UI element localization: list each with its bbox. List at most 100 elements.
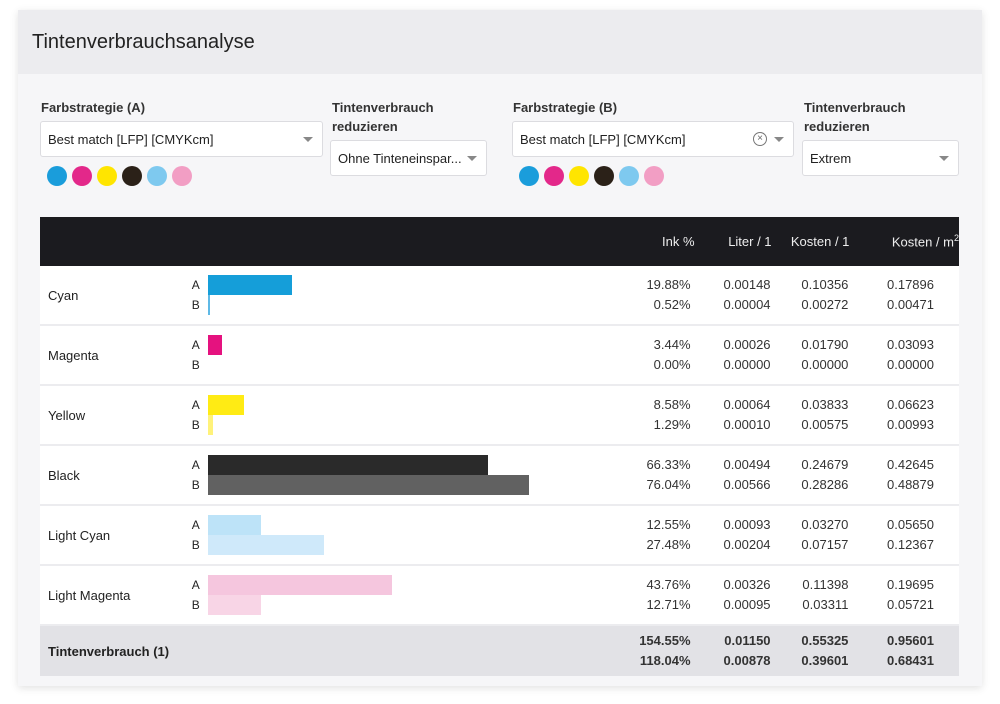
total-ink-pct-a: 154.55% (639, 633, 691, 648)
ink-pct-cell: 3.44% 0.00% (622, 325, 695, 386)
ink-pct-a: 12.55% (646, 517, 691, 532)
ink-pct-cell: 12.55% 27.48% (622, 505, 695, 566)
kosten-cell: 0.10356 0.00272 (771, 266, 850, 326)
label-b: B (191, 478, 200, 492)
ink-pct-cell: 8.58% 1.29% (622, 385, 695, 446)
label-a: A (191, 278, 200, 292)
chevron-down-icon (939, 156, 949, 161)
reduce-a-value: Ohne Tinteneinspar... (338, 150, 462, 166)
liter-cell: 0.00093 0.00204 (694, 505, 772, 566)
ink-pct-cell: 43.76% 12.71% (622, 565, 695, 626)
reduce-b-label-line2: reduzieren (804, 119, 870, 134)
table-row: Light Magenta A B 43.76% 12.71% 0.00326 … (40, 565, 959, 626)
ab-labels: A B (167, 325, 200, 386)
kosten-m2-cell: 0.42645 0.48879 (849, 445, 959, 506)
kosten-m2-cell: 0.17896 0.00471 (849, 266, 959, 326)
label-a: A (191, 578, 200, 592)
ink-analysis-card: Tintenverbrauchsanalyse Farbstrategie (A… (18, 10, 982, 686)
liter-b: 0.00010 (723, 417, 771, 432)
total-ink-pct-b: 118.04% (639, 653, 691, 668)
total-row: Tintenverbrauch (1) 154.55% 118.04% 0.01… (40, 625, 959, 676)
kosten-m2-a: 0.17896 (887, 277, 934, 292)
kosten-a: 0.11398 (802, 577, 849, 592)
liter-b: 0.00004 (723, 297, 771, 312)
kosten-b: 0.00272 (801, 297, 849, 312)
liter-a: 0.00326 (723, 577, 771, 592)
liter-cell: 0.00326 0.00095 (694, 565, 772, 626)
liter-b: 0.00095 (723, 597, 771, 612)
kosten-b: 0.28286 (801, 477, 849, 492)
ink-pct-cell: 19.88% 0.52% (622, 266, 695, 326)
bar-b (207, 535, 324, 555)
strategy-a-value: Best match [LFP] [CMYKcm] (48, 131, 214, 147)
ink-name: Black (40, 445, 168, 506)
bar-a (207, 455, 488, 475)
label-b: B (191, 358, 200, 372)
ink-pct-b: 27.48% (646, 537, 691, 552)
strategy-b-swatch-4 (619, 166, 639, 186)
bar-b (207, 475, 529, 495)
total-ink-pct: 154.55% 118.04% (622, 625, 695, 676)
table-row: Yellow A B 8.58% 1.29% 0.00064 0.00010 0… (40, 385, 959, 446)
reduce-a-select[interactable]: Ohne Tinteneinspar... (330, 140, 487, 176)
clear-icon[interactable]: × (753, 132, 767, 146)
strategy-b-swatch-5 (644, 166, 664, 186)
ink-name: Light Cyan (40, 505, 168, 566)
label-b: B (191, 538, 200, 552)
strategy-a-swatch-3 (122, 166, 142, 186)
strategy-a-swatch-2 (97, 166, 117, 186)
reduce-b-value: Extrem (810, 150, 852, 166)
reduce-b-select[interactable]: Extrem (802, 140, 959, 176)
header-kosten-m2-sup: 2 (953, 233, 959, 244)
ink-pct-b: 0.00% (653, 357, 691, 372)
kosten-m2-cell: 0.05650 0.12367 (849, 505, 959, 566)
strategy-a-swatch-0 (47, 166, 67, 186)
strategy-b-swatch-2 (569, 166, 589, 186)
total-kosten-a: 0.55325 (801, 633, 849, 648)
kosten-a: 0.24679 (801, 457, 849, 472)
bar-a (207, 395, 245, 415)
total-label: Tintenverbrauch (1) (40, 625, 623, 676)
total-kosten-m2-a: 0.95601 (887, 633, 934, 648)
header-ab (167, 217, 200, 266)
kosten-cell: 0.01790 0.00000 (771, 325, 850, 386)
ab-labels: A B (167, 266, 200, 326)
strategy-b-swatch-1 (544, 166, 564, 186)
strategy-a-select[interactable]: Best match [LFP] [CMYKcm] (40, 121, 323, 157)
header-liter: Liter / 1 (694, 217, 772, 266)
ink-usage-table: Ink % Liter / 1 Kosten / 1 Kosten / m2 C… (40, 217, 959, 676)
strategy-b-select[interactable]: Best match [LFP] [CMYKcm] × (512, 121, 794, 157)
ab-labels: A B (167, 445, 200, 506)
kosten-a: 0.03270 (801, 517, 849, 532)
ink-pct-b: 0.52% (653, 297, 691, 312)
label-b: B (191, 418, 200, 432)
reduce-b-label-line1: Tintenverbrauch (804, 100, 906, 115)
liter-cell: 0.00026 0.00000 (694, 325, 772, 386)
kosten-m2-cell: 0.03093 0.00000 (849, 325, 959, 386)
liter-b: 0.00204 (723, 537, 771, 552)
ab-labels: A B (167, 505, 200, 566)
kosten-m2-cell: 0.06623 0.00993 (849, 385, 959, 446)
kosten-b: 0.03311 (802, 597, 849, 612)
liter-cell: 0.00494 0.00566 (694, 445, 772, 506)
strategy-a-swatch-1 (72, 166, 92, 186)
kosten-b: 0.00000 (801, 357, 849, 372)
ink-pct-a: 66.33% (646, 457, 691, 472)
chevron-down-icon (774, 137, 784, 142)
table-row: Cyan A B 19.88% 0.52% 0.00148 0.00004 0.… (40, 266, 959, 326)
chevron-down-icon (303, 137, 313, 142)
table-row: Magenta A B 3.44% 0.00% 0.00026 0.00000 … (40, 325, 959, 386)
kosten-m2-a: 0.03093 (887, 337, 934, 352)
strategy-b-swatch-3 (594, 166, 614, 186)
ink-name: Magenta (40, 325, 168, 386)
card-header: Tintenverbrauchsanalyse (18, 10, 982, 74)
header-bars (199, 217, 623, 266)
label-a: A (191, 398, 200, 412)
ink-pct-b: 12.71% (646, 597, 691, 612)
header-kosten-m2: Kosten / m2 (849, 217, 959, 266)
bars-cell (199, 266, 623, 326)
total-kosten-m2: 0.95601 0.68431 (849, 625, 959, 676)
ink-pct-a: 3.44% (653, 337, 691, 352)
liter-cell: 0.00148 0.00004 (694, 266, 772, 326)
strategy-a-swatch-5 (172, 166, 192, 186)
